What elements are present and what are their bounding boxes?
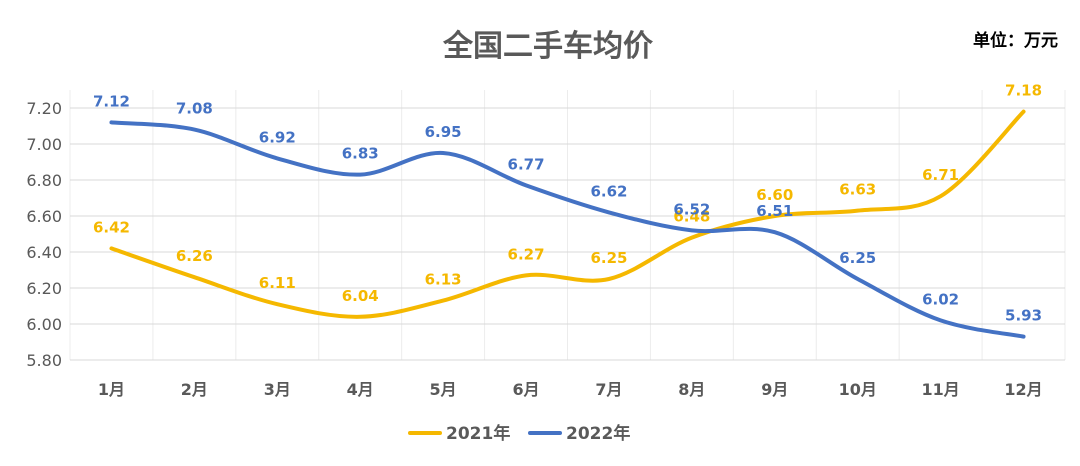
legend: 2021年 2022年 bbox=[408, 423, 630, 444]
data-label: 6.60 bbox=[756, 186, 793, 204]
y-tick-label: 6.60 bbox=[26, 207, 62, 226]
data-label: 7.08 bbox=[176, 100, 213, 118]
data-label: 7.18 bbox=[1005, 82, 1042, 100]
series-lines bbox=[109, 109, 1026, 339]
x-tick-label: 11月 bbox=[921, 380, 959, 399]
series-line-2021年 bbox=[109, 109, 1026, 319]
data-label: 6.11 bbox=[259, 274, 296, 292]
data-label: 6.95 bbox=[425, 123, 462, 141]
x-tick-label: 9月 bbox=[761, 380, 788, 399]
data-label: 6.92 bbox=[259, 128, 296, 146]
data-label: 7.12 bbox=[93, 92, 130, 110]
data-label: 6.26 bbox=[176, 247, 213, 265]
y-tick-label: 6.20 bbox=[26, 279, 62, 298]
data-label: 6.77 bbox=[508, 155, 545, 173]
x-tick-label: 7月 bbox=[595, 380, 622, 399]
x-tick-label: 10月 bbox=[839, 380, 877, 399]
x-tick-label: 1月 bbox=[98, 380, 125, 399]
data-label: 6.83 bbox=[342, 145, 379, 163]
y-tick-label: 6.80 bbox=[26, 171, 62, 190]
x-tick-label: 5月 bbox=[430, 380, 457, 399]
data-label: 6.51 bbox=[756, 202, 793, 220]
y-tick-label: 6.00 bbox=[26, 315, 62, 334]
data-label: 6.02 bbox=[922, 290, 959, 308]
legend-label: 2022年 bbox=[566, 423, 630, 444]
x-tick-label: 8月 bbox=[678, 380, 705, 399]
data-label: 6.42 bbox=[93, 218, 130, 236]
grid bbox=[69, 90, 1066, 361]
unit-label: 单位：万元 bbox=[973, 30, 1058, 51]
chart-title: 全国二手车均价 bbox=[442, 29, 653, 64]
x-tick-label: 4月 bbox=[347, 380, 374, 399]
data-label: 6.71 bbox=[922, 166, 959, 184]
x-tick-label: 3月 bbox=[264, 380, 291, 399]
y-tick-label: 7.00 bbox=[26, 135, 62, 154]
y-tick-label: 6.40 bbox=[26, 243, 62, 262]
data-label: 6.63 bbox=[839, 181, 876, 199]
data-label: 5.93 bbox=[1005, 307, 1042, 325]
data-label: 6.52 bbox=[673, 200, 710, 218]
x-axis: 1月 2月 3月 4月 5月 6月 7月 8月 9月 10月 11月 12月 bbox=[98, 380, 1043, 399]
x-tick-label: 2月 bbox=[181, 380, 208, 399]
y-tick-label: 7.20 bbox=[26, 99, 62, 118]
data-label: 6.13 bbox=[425, 271, 462, 289]
data-label: 6.04 bbox=[342, 287, 379, 305]
data-label: 6.25 bbox=[590, 249, 627, 267]
data-label: 6.62 bbox=[590, 182, 627, 200]
series-line-2022年 bbox=[109, 120, 1026, 339]
data-labels: 6.42 6.26 6.11 6.04 6.13 6.27 6.25 6.48 6.60 6.63… bbox=[93, 82, 1042, 325]
y-tick-label: 5.80 bbox=[26, 351, 62, 370]
data-label: 6.48 bbox=[673, 208, 710, 226]
y-axis: 5.80 6.00 6.20 6.40 6.60 6.80 7.00 7.20 bbox=[26, 99, 62, 370]
legend-label: 2021年 bbox=[446, 423, 510, 444]
data-label: 6.27 bbox=[508, 245, 545, 263]
x-tick-label: 12月 bbox=[1004, 380, 1042, 399]
data-label: 6.25 bbox=[839, 249, 876, 267]
x-tick-label: 6月 bbox=[512, 380, 539, 399]
